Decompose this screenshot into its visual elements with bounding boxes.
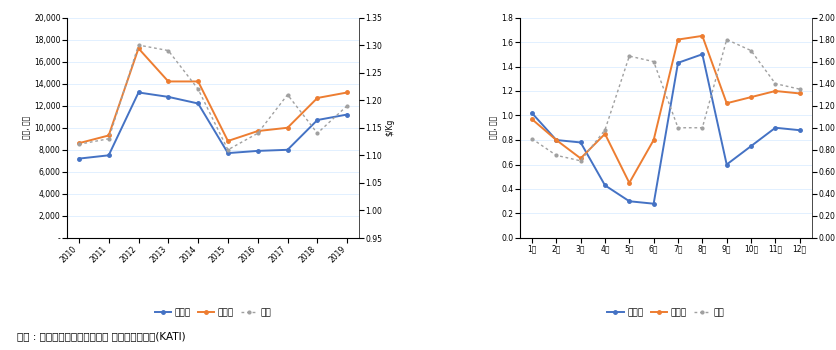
Y-axis label: $/Kg: $/Kg	[385, 119, 394, 136]
Legend: 수입량, 수입액, 단가: 수입량, 수입액, 단가	[150, 304, 275, 321]
Legend: 수입량, 수입액, 단가: 수입량, 수입액, 단가	[603, 304, 727, 321]
Y-axis label: 천톤, 백만: 천톤, 백만	[489, 116, 498, 139]
Y-axis label: 천톤, 백만: 천톤, 백만	[23, 116, 31, 139]
Text: 출잘 : 한국농수산식품유통공사 농식품수출정보(KATI): 출잘 : 한국농수산식품유통공사 농식품수출정보(KATI)	[17, 331, 185, 342]
